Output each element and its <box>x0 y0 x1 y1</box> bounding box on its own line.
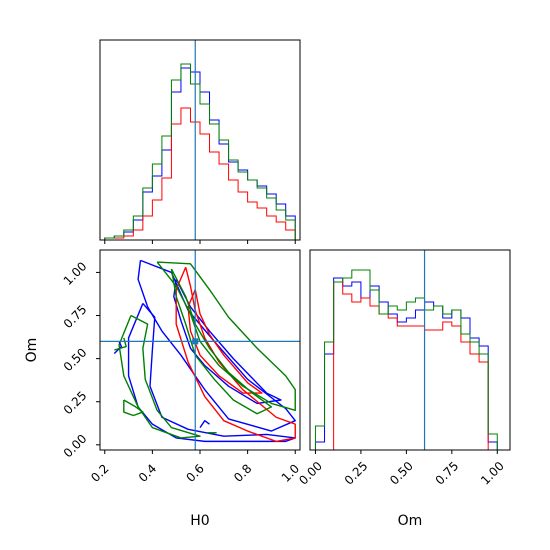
x-axis-label-h0: H0 <box>190 513 209 529</box>
contour-line-11 <box>123 399 144 417</box>
contour-y-tick-label: 0.50 <box>61 345 90 374</box>
x-axis-label-om: Om <box>398 513 423 529</box>
contour-line-8 <box>113 341 123 354</box>
contour-frame <box>99 249 301 451</box>
contour-line-3 <box>175 266 296 443</box>
om-histogram-series-2 <box>314 269 498 450</box>
om-histogram-panel: 0.00 0.25 0.50 0.75 1.00 <box>296 249 511 488</box>
om-histogram-x-tick-label: 1.00 <box>478 459 507 488</box>
contour-x-tick-label: 0.8 <box>231 461 254 484</box>
y-axis-label-om: Om <box>24 338 40 363</box>
om-histogram-x-tick-label: 0.50 <box>387 459 416 488</box>
contour-x-tick-label: 0.6 <box>183 461 206 484</box>
h0-histogram-panel <box>99 39 301 244</box>
h0-histogram-series-1 <box>104 107 296 240</box>
contour-line-9 <box>199 419 210 428</box>
contour-y-tick-label: 1.00 <box>61 259 90 288</box>
om-histogram-x-tick-label: 0.25 <box>342 459 371 488</box>
h0-om-contour-panel: 0.2 0.4 0.6 0.8 1.00.000.250.500.751.00 <box>61 249 302 485</box>
h0-histogram-series-2 <box>104 63 296 240</box>
contour-line-7 <box>170 268 273 415</box>
om-histogram-x-tick-label: 0.75 <box>433 459 462 488</box>
om-histogram-frame <box>309 249 511 451</box>
contour-x-tick-label: 0.4 <box>136 461 159 484</box>
contour-y-tick-label: 0.00 <box>61 432 90 461</box>
contour-line-5 <box>156 261 296 412</box>
h0-histogram-frame <box>99 39 301 241</box>
contour-y-tick-label: 0.25 <box>61 388 90 417</box>
contour-y-tick-label: 0.75 <box>61 302 90 331</box>
contour-line-2 <box>127 302 296 443</box>
contour-x-tick-label: 0.2 <box>88 461 111 484</box>
contour-line-1 <box>173 278 282 405</box>
om-histogram-x-tick-label: 0.00 <box>296 459 325 488</box>
contour-lines <box>113 259 296 443</box>
om-histogram-series-1 <box>315 281 498 451</box>
contour-line-6 <box>118 314 201 439</box>
truth-marker <box>192 338 199 345</box>
